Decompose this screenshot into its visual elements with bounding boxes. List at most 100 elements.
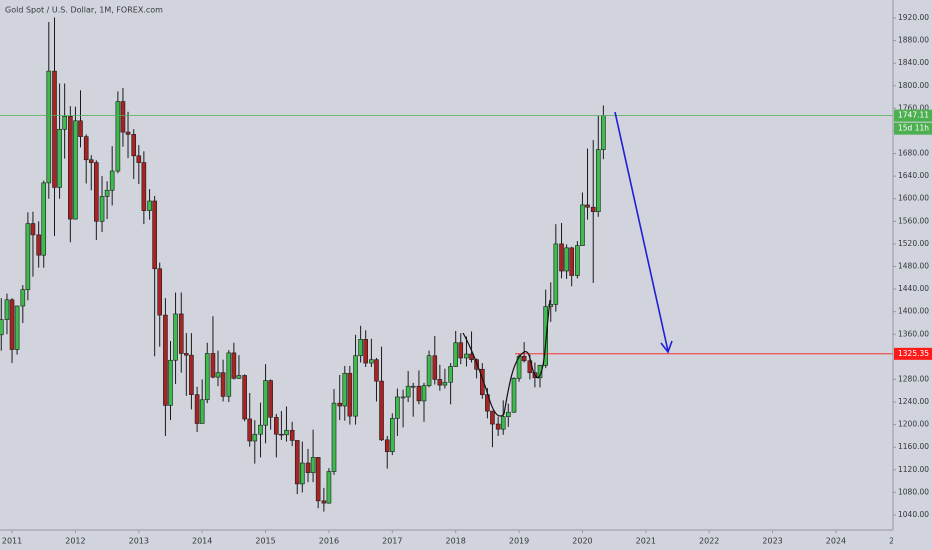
candle-body <box>363 339 368 364</box>
candle-body <box>601 115 606 150</box>
x-tick-label: 2015 <box>255 537 275 546</box>
candle-body <box>416 385 422 402</box>
candle-body <box>210 353 216 378</box>
candle-body <box>226 352 232 397</box>
candle-body <box>41 182 47 256</box>
candle-body <box>580 204 585 246</box>
drawings <box>462 111 673 417</box>
y-tick-label: 1360.00 <box>898 329 929 338</box>
candle-body <box>204 353 210 401</box>
x-tick-label: 2017 <box>382 537 402 546</box>
x-tick-label: 2018 <box>446 537 466 546</box>
candle-body <box>152 200 157 270</box>
candle-body <box>432 355 438 380</box>
candle-body <box>490 410 495 425</box>
candle-body <box>505 411 511 418</box>
price-axis <box>893 0 932 550</box>
candle-body <box>236 375 242 379</box>
candle-body <box>421 385 427 402</box>
candle-body <box>284 429 289 436</box>
arrow-head <box>660 340 673 354</box>
y-tick-label: 1840.00 <box>898 58 929 67</box>
candle-body <box>294 440 300 485</box>
x-tick-label: 2022 <box>699 537 719 546</box>
candle-body <box>62 115 67 130</box>
candle-body <box>78 120 83 137</box>
x-tick-label: 2025 <box>889 537 909 546</box>
y-tick-label: 1440.00 <box>898 284 929 293</box>
candle-body <box>247 418 253 442</box>
candle-body <box>595 149 601 213</box>
y-tick-label: 1080.00 <box>898 487 929 496</box>
plot-area <box>0 17 893 512</box>
y-tick-label: 1680.00 <box>898 149 929 158</box>
x-tick-label: 2024 <box>826 537 846 546</box>
candle-body <box>590 206 596 213</box>
candle-body <box>585 204 590 208</box>
candle-body <box>9 299 15 350</box>
y-tick-label: 1600.00 <box>898 194 929 203</box>
y-tick-label: 1880.00 <box>898 36 929 45</box>
candle-body <box>263 380 268 426</box>
candle-body <box>474 359 479 370</box>
y-tick-label: 1280.00 <box>898 374 929 383</box>
y-tick-label: 1200.00 <box>898 420 929 429</box>
candle-body <box>369 359 374 364</box>
y-tick-label: 1040.00 <box>898 510 929 519</box>
candle-body <box>168 359 173 406</box>
candle-body <box>410 385 416 388</box>
candle-body <box>331 402 337 472</box>
candle-body <box>73 120 78 220</box>
y-tick-label: 1920.00 <box>898 13 929 22</box>
candle-body <box>25 223 31 290</box>
candle-body <box>310 457 316 473</box>
candle-body <box>458 342 464 359</box>
candle-body <box>194 394 200 424</box>
candle-body <box>104 189 110 197</box>
candle-body <box>305 462 311 473</box>
y-tick-label: 1640.00 <box>898 171 929 180</box>
candle-body <box>395 396 400 419</box>
candle-body <box>109 170 115 191</box>
x-tick-label: 2020 <box>572 537 592 546</box>
candle-body <box>94 162 99 222</box>
candle-body <box>390 418 395 453</box>
candle-body <box>141 162 147 211</box>
candle-body <box>125 131 131 135</box>
x-tick-label: 2021 <box>636 537 656 546</box>
x-tick-label: 2012 <box>65 537 85 546</box>
price-label-box <box>894 109 932 122</box>
candle-body <box>231 352 237 379</box>
candle-body <box>511 378 517 413</box>
candle-body <box>500 416 506 430</box>
candle-body <box>374 359 379 382</box>
candle-body <box>442 381 448 386</box>
candle-body <box>337 402 343 407</box>
y-tick-label: 1520.00 <box>898 239 929 248</box>
y-tick-label: 1560.00 <box>898 216 929 225</box>
candle-body <box>453 342 458 367</box>
candle-body <box>564 247 569 272</box>
candle-body <box>289 429 295 441</box>
candle-body <box>400 396 406 399</box>
candle-body <box>163 314 168 406</box>
candle-body <box>20 289 26 307</box>
candle-body <box>52 70 57 188</box>
candle-body <box>347 372 353 417</box>
candle-body <box>559 243 564 272</box>
candle-body <box>46 70 52 184</box>
candle-body <box>83 136 89 161</box>
x-tick-label: 2013 <box>129 537 149 546</box>
candle-body <box>279 433 284 436</box>
y-tick-label: 1760.00 <box>898 103 929 112</box>
x-tick-label: 2011 <box>2 537 22 546</box>
candle-body <box>569 247 574 276</box>
candle-body <box>88 159 94 163</box>
candle-body <box>14 305 20 350</box>
price-label: 1747.11 <box>898 111 929 120</box>
candle-body <box>120 101 126 133</box>
candle-body <box>4 299 10 320</box>
candle-body <box>220 372 226 397</box>
candle-body <box>543 306 548 366</box>
